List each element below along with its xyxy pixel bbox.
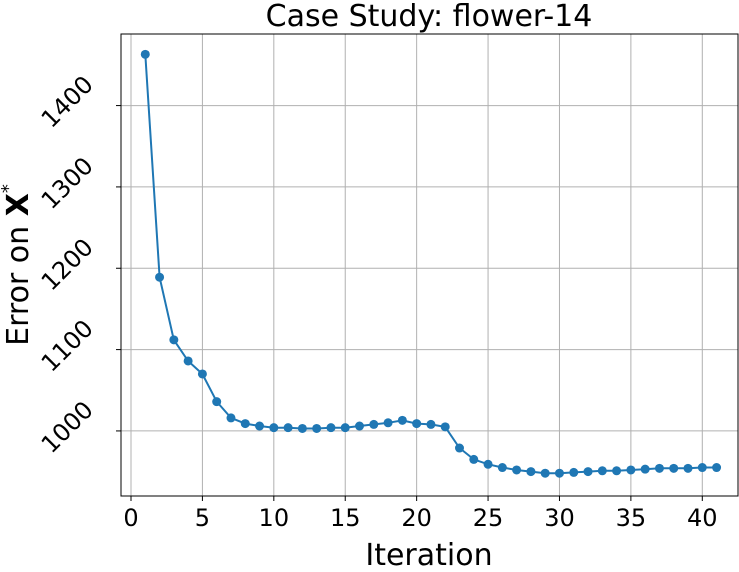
data-point: [554, 468, 564, 478]
data-point: [683, 463, 693, 473]
data-point: [383, 418, 393, 428]
y-tick-label: 1400: [36, 70, 99, 133]
y-axis-ticks: 1000 1100 1200 1300 1400: [36, 70, 121, 459]
y-tick-label: 1300: [36, 152, 99, 215]
data-point: [212, 397, 222, 407]
data-point: [669, 463, 679, 473]
series-layer: [140, 49, 722, 478]
data-point: [226, 413, 236, 423]
x-tick-label: 40: [687, 504, 718, 532]
y-tick-label: 1200: [36, 233, 99, 296]
y-axis-label-text: Error on: [1, 216, 36, 346]
data-point: [583, 467, 593, 477]
data-point: [240, 419, 250, 429]
x-tick-label: 15: [330, 504, 361, 532]
data-point: [140, 49, 150, 59]
data-point: [712, 463, 722, 473]
data-point: [626, 465, 636, 475]
y-axis-label-variable: X: [1, 193, 36, 216]
x-tick-label: 30: [544, 504, 575, 532]
data-point: [169, 335, 179, 345]
data-point: [269, 423, 279, 433]
x-axis-label: Iteration: [365, 538, 492, 572]
data-point: [340, 423, 350, 433]
y-tick-label: 1100: [36, 314, 99, 377]
data-point: [569, 467, 579, 477]
y-tick-label: 1000: [36, 396, 99, 459]
data-point: [312, 423, 322, 433]
data-point: [326, 423, 336, 433]
data-point: [612, 466, 622, 476]
y-axis-label: Error on X*: [0, 184, 36, 346]
x-tick-label: 20: [401, 504, 432, 532]
data-point: [597, 466, 607, 476]
x-tick-label: 5: [195, 504, 210, 532]
data-point: [526, 467, 536, 477]
y-axis-label-superscript: *: [0, 184, 19, 193]
data-point: [397, 415, 407, 425]
x-tick-label: 10: [259, 504, 290, 532]
data-point: [197, 369, 207, 379]
data-point: [512, 465, 522, 475]
data-point: [469, 454, 479, 464]
x-tick-label: 25: [473, 504, 504, 532]
x-axis-ticks: 0 5 10 15 20 25 30 35 40: [123, 496, 718, 532]
data-point: [297, 423, 307, 433]
data-point: [412, 419, 422, 429]
data-point: [255, 421, 265, 431]
chart-title: Case Study: flower-14: [266, 0, 593, 34]
data-point: [440, 422, 450, 432]
plot-frame: [120, 33, 739, 497]
data-point: [640, 464, 650, 474]
data-point: [369, 419, 379, 429]
data-point: [355, 421, 365, 431]
data-point: [540, 468, 550, 478]
data-point: [426, 419, 436, 429]
x-tick-label: 35: [616, 504, 647, 532]
data-point: [697, 463, 707, 473]
x-tick-label: 0: [123, 504, 138, 532]
data-point: [155, 272, 165, 282]
data-point: [654, 463, 664, 473]
data-point: [283, 423, 293, 433]
data-point: [483, 459, 493, 469]
grid: [121, 34, 738, 496]
data-point: [454, 443, 464, 453]
data-point: [497, 463, 507, 473]
data-point: [183, 356, 193, 366]
